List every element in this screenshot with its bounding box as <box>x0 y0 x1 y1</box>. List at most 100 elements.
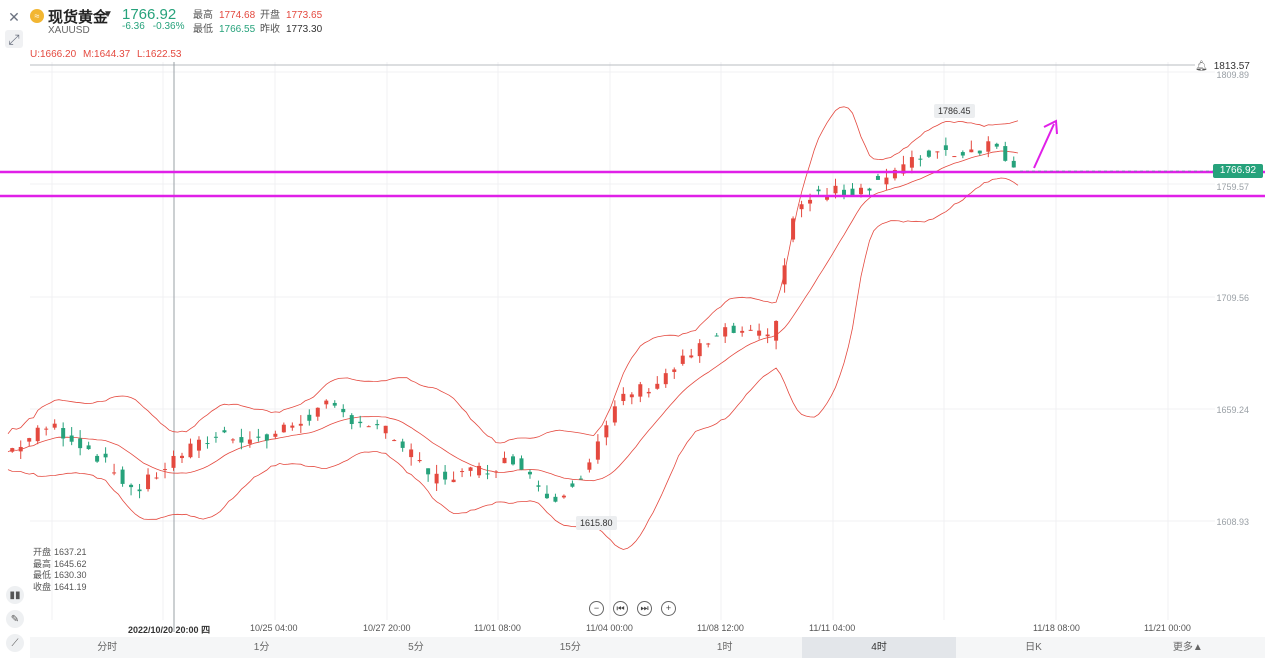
candle <box>290 425 295 428</box>
high-callout: 1786.45 <box>934 104 975 118</box>
candle <box>867 188 872 191</box>
candle <box>918 158 923 160</box>
candle <box>494 471 499 473</box>
candle <box>740 330 745 333</box>
indicator-icon[interactable]: ▮▮ <box>6 586 24 604</box>
boll-lower-band <box>7 177 1019 550</box>
expand-icon[interactable]: ⤢ <box>5 30 23 48</box>
zoom-out-button[interactable]: − <box>589 601 604 616</box>
candle <box>27 438 32 442</box>
candle <box>570 483 575 487</box>
candle <box>672 369 677 372</box>
candle <box>69 435 74 442</box>
candle <box>544 493 549 499</box>
candle <box>646 391 651 394</box>
boll-upper: U:1666.20 <box>30 49 77 60</box>
candle <box>782 265 787 285</box>
line-tool-icon[interactable]: ⟋ <box>6 634 24 652</box>
boll-lower: L:1622.53 <box>136 49 182 60</box>
boll-middle-band <box>7 150 1019 482</box>
time-axis-label: 11/18 08:00 <box>1033 623 1080 633</box>
tab-5min[interactable]: 5分 <box>408 642 424 653</box>
candle <box>799 204 804 210</box>
candle <box>680 355 685 364</box>
boll-legend: U:1666.20 M:1644.37 L:1622.53 <box>30 49 181 60</box>
tab-1min[interactable]: 1分 <box>253 642 270 653</box>
candle <box>629 394 634 398</box>
candle <box>774 320 779 341</box>
zoom-in-button[interactable]: + <box>661 601 676 616</box>
crosshair-time: 2022/10/20 20:00 四 <box>128 625 211 635</box>
candle <box>61 428 66 439</box>
candle <box>808 199 813 204</box>
price-change: -6.36 -0.36% <box>122 21 184 32</box>
candle <box>120 469 125 484</box>
candle <box>511 456 515 465</box>
candle <box>129 484 134 488</box>
change-value: -6.36 <box>122 21 145 32</box>
candle <box>858 187 863 195</box>
bell-icon[interactable]: 🔔︎ <box>1195 60 1208 72</box>
close-icon[interactable]: ✕ <box>8 8 20 25</box>
tab-timeshare[interactable]: 分时 <box>97 642 118 653</box>
tab-1hour[interactable]: 1时 <box>716 642 733 653</box>
candle <box>952 156 957 158</box>
candle <box>935 151 940 153</box>
candle <box>969 149 974 153</box>
candle <box>960 152 965 156</box>
candle <box>196 439 201 451</box>
low-callout: 1615.80 <box>576 516 617 530</box>
candle <box>179 455 184 459</box>
stat-prev-close: 昨收 1773.30 <box>260 24 323 35</box>
candle <box>375 424 380 426</box>
candle <box>536 485 541 487</box>
stat-low: 最低 1766.55 <box>193 24 256 35</box>
tab-daily[interactable]: 日K <box>1025 642 1042 653</box>
tab-more[interactable]: 更多▲ <box>1172 642 1203 653</box>
candle <box>392 440 397 442</box>
candle <box>850 188 855 196</box>
candle <box>468 467 473 471</box>
price-alert[interactable]: 🔔︎ 1813.57 <box>1195 59 1250 73</box>
candle <box>103 453 108 458</box>
arrow-annotation <box>1033 123 1055 169</box>
time-axis-label: 11/08 12:00 <box>697 623 744 633</box>
candle <box>791 218 796 240</box>
chevron-down-icon[interactable]: ▼ <box>103 9 113 20</box>
candle <box>281 424 286 433</box>
candle <box>213 436 218 438</box>
candle <box>994 143 999 147</box>
candle <box>842 189 847 197</box>
candle <box>35 427 40 442</box>
candle <box>502 457 507 464</box>
candle <box>875 175 880 180</box>
boll-middle: M:1644.37 <box>82 49 131 60</box>
candle <box>825 195 830 200</box>
candle <box>884 177 889 185</box>
candle <box>222 430 227 433</box>
gold-coin-icon: ≈ <box>30 9 44 23</box>
change-percent: -0.36% <box>152 21 185 32</box>
alert-price: 1813.57 <box>1213 60 1250 72</box>
candle <box>205 443 210 445</box>
time-axis-label: 10/25 04:00 <box>250 623 298 633</box>
scroll-start-button[interactable]: ⏮︎ <box>613 601 628 616</box>
scroll-end-button[interactable]: ⏭︎ <box>637 601 652 616</box>
candle <box>298 423 303 426</box>
candle <box>95 455 100 462</box>
candle <box>239 437 244 443</box>
candle <box>86 445 91 450</box>
candle <box>146 474 151 490</box>
price-axis-label: 1659.24 <box>1216 405 1249 415</box>
tab-15min[interactable]: 15分 <box>559 642 581 653</box>
candle <box>519 458 524 470</box>
symbol-name[interactable]: 现货黄金 <box>48 9 109 26</box>
tab-4hour[interactable]: 4时 <box>801 637 957 658</box>
candle <box>986 141 991 152</box>
candle <box>663 373 668 385</box>
draw-pen-icon[interactable]: ✎ <box>6 610 24 628</box>
period-tabs: 分时 1分 5分 15分 1时 4时 日K 更多▲ <box>30 637 1265 658</box>
candle <box>595 441 600 460</box>
